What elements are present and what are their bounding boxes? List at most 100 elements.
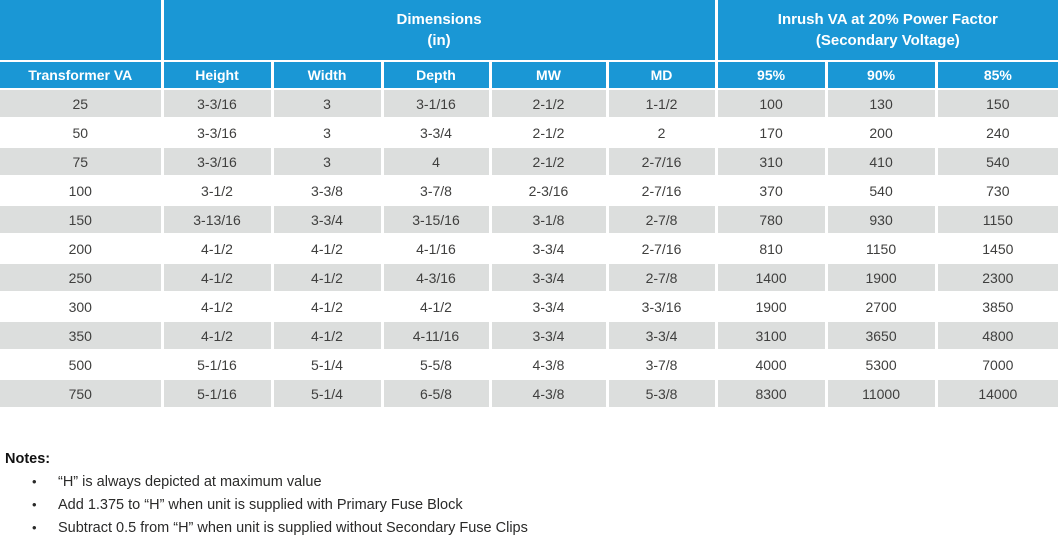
cell: 2300	[936, 263, 1058, 293]
cell: 4800	[936, 321, 1058, 351]
note-text: Add 1.375 to “H” when unit is supplied w…	[58, 497, 463, 513]
note-text: “H” is always depicted at maximum value	[58, 474, 322, 490]
cell: 3	[272, 89, 384, 119]
cell: 3-3/4	[382, 118, 492, 148]
note-item: • Subtract 0.5 from “H” when unit is sup…	[32, 520, 1058, 536]
cell: 2-7/8	[607, 263, 718, 293]
cell: 4-1/2	[162, 234, 274, 264]
cell: 3	[272, 118, 384, 148]
cell: 750	[0, 379, 164, 409]
cell: 100	[0, 176, 164, 206]
group-header-row: Dimensions (in) Inrush VA at 20% Power F…	[0, 0, 1058, 62]
cell: 3650	[826, 321, 938, 351]
table-body: 25 3-3/16 3 3-1/16 2-1/2 1-1/2 100 130 150 50 3-3/…	[0, 89, 1058, 409]
cell: 810	[716, 234, 828, 264]
cell: 4	[382, 147, 492, 177]
table-header: Dimensions (in) Inrush VA at 20% Power F…	[0, 0, 1058, 90]
cell: 3-1/8	[490, 205, 609, 235]
cell: 4-1/2	[272, 234, 384, 264]
cell: 3-13/16	[162, 205, 274, 235]
note-text: Subtract 0.5 from “H” when unit is suppl…	[58, 520, 528, 536]
cell: 25	[0, 89, 164, 119]
bullet-icon: •	[32, 474, 37, 489]
table-row: 50 3-3/16 3 3-3/4 2-1/2 2 170 200 240	[0, 118, 1058, 148]
cell: 1900	[826, 263, 938, 293]
notes-section: Notes: • “H” is always depicted at maxim…	[5, 451, 1058, 536]
notes-title: Notes:	[5, 451, 51, 467]
column-header-width: Width	[272, 61, 384, 90]
cell: 4-3/8	[490, 350, 609, 380]
cell: 3-15/16	[382, 205, 492, 235]
corner-cell	[0, 0, 164, 62]
column-header-md: MD	[607, 61, 718, 90]
column-header-height: Height	[162, 61, 274, 90]
cell: 100	[716, 89, 828, 119]
cell: 200	[0, 234, 164, 264]
cell: 3-3/16	[162, 89, 274, 119]
column-header-85pct: 85%	[936, 61, 1058, 90]
cell: 3-3/16	[607, 292, 718, 322]
cell: 4-1/2	[272, 292, 384, 322]
table-row: 500 5-1/16 5-1/4 5-5/8 4-3/8 3-7/8 4000 5300 700…	[0, 350, 1058, 380]
cell: 5-1/16	[162, 350, 274, 380]
cell: 1-1/2	[607, 89, 718, 119]
column-header-row: Transformer VA Height Width Depth MW MD …	[0, 61, 1058, 90]
cell: 350	[0, 321, 164, 351]
bullet-icon: •	[32, 520, 37, 535]
cell: 1150	[936, 205, 1058, 235]
note-item: • “H” is always depicted at maximum valu…	[32, 474, 1058, 490]
cell: 4-1/2	[382, 292, 492, 322]
cell: 130	[826, 89, 938, 119]
table-row: 750 5-1/16 5-1/4 6-5/8 4-3/8 5-3/8 8300 11000 14…	[0, 379, 1058, 409]
cell: 3-3/4	[490, 292, 609, 322]
table-row: 25 3-3/16 3 3-1/16 2-1/2 1-1/2 100 130 150	[0, 89, 1058, 119]
table-row: 250 4-1/2 4-1/2 4-3/16 3-3/4 2-7/8 1400 1900 230…	[0, 263, 1058, 293]
cell: 1900	[716, 292, 828, 322]
cell: 3-1/2	[162, 176, 274, 206]
cell: 3100	[716, 321, 828, 351]
cell: 4000	[716, 350, 828, 380]
dimensions-group-header: Dimensions (in)	[162, 0, 718, 62]
column-header-depth: Depth	[382, 61, 492, 90]
cell: 1450	[936, 234, 1058, 264]
cell: 4-1/2	[162, 292, 274, 322]
cell: 3-3/4	[607, 321, 718, 351]
cell: 8300	[716, 379, 828, 409]
cell: 370	[716, 176, 828, 206]
cell: 540	[826, 176, 938, 206]
cell: 780	[716, 205, 828, 235]
cell: 4-1/16	[382, 234, 492, 264]
cell: 5-1/16	[162, 379, 274, 409]
cell: 3-3/16	[162, 147, 274, 177]
cell: 4-1/2	[272, 321, 384, 351]
table-row: 200 4-1/2 4-1/2 4-1/16 3-3/4 2-7/16 810 1150 145…	[0, 234, 1058, 264]
cell: 2700	[826, 292, 938, 322]
cell: 730	[936, 176, 1058, 206]
table-row: 75 3-3/16 3 4 2-1/2 2-7/16 310 410 540	[0, 147, 1058, 177]
cell: 5-5/8	[382, 350, 492, 380]
cell: 4-1/2	[162, 263, 274, 293]
cell: 4-11/16	[382, 321, 492, 351]
cell: 7000	[936, 350, 1058, 380]
cell: 3-7/8	[382, 176, 492, 206]
cell: 540	[936, 147, 1058, 177]
cell: 4-3/8	[490, 379, 609, 409]
cell: 310	[716, 147, 828, 177]
cell: 3-3/4	[490, 321, 609, 351]
cell: 2-7/16	[607, 176, 718, 206]
table-row: 350 4-1/2 4-1/2 4-11/16 3-3/4 3-3/4 3100 3650 48…	[0, 321, 1058, 351]
cell: 2-7/16	[607, 147, 718, 177]
bullet-icon: •	[32, 497, 37, 512]
cell: 2-1/2	[490, 147, 609, 177]
cell: 1150	[826, 234, 938, 264]
cell: 2-1/2	[490, 118, 609, 148]
cell: 2-7/8	[607, 205, 718, 235]
column-header-transformer-va: Transformer VA	[0, 61, 164, 90]
cell: 4-3/16	[382, 263, 492, 293]
transformer-spec-table: Dimensions (in) Inrush VA at 20% Power F…	[0, 0, 1058, 409]
cell: 5-1/4	[272, 379, 384, 409]
cell: 150	[0, 205, 164, 235]
cell: 5300	[826, 350, 938, 380]
cell: 930	[826, 205, 938, 235]
